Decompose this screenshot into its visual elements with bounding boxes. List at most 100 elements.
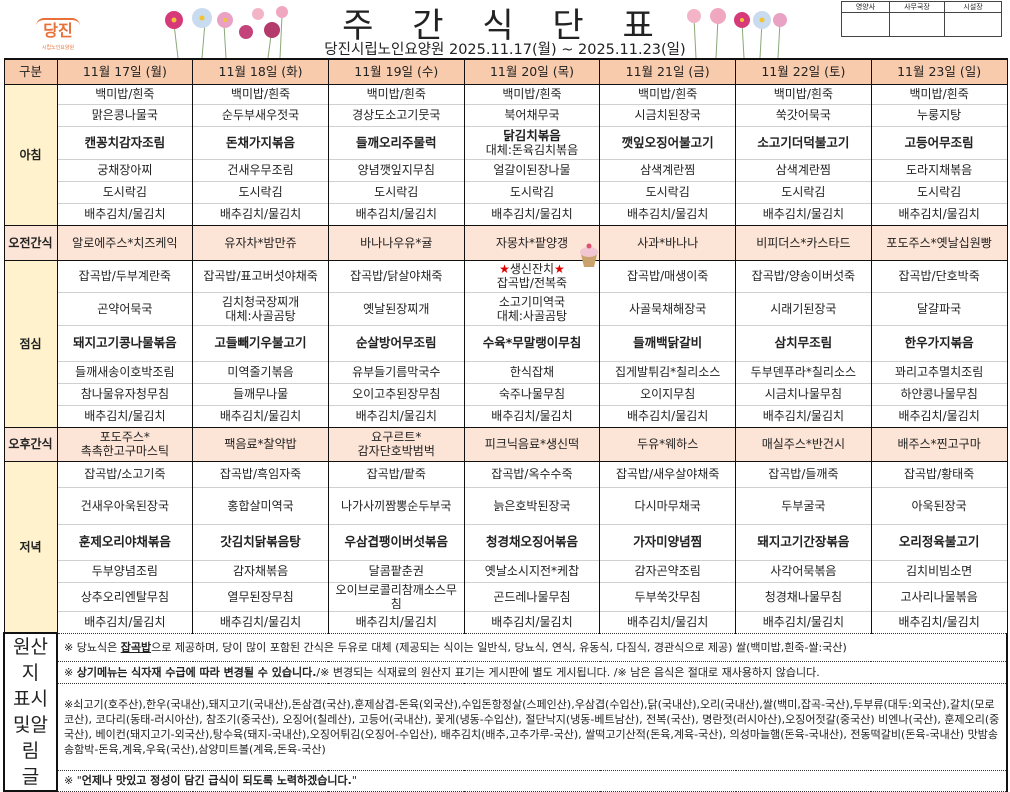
menu-row: 배추김치/물김치 배추김치/물김치 배추김치/물김치 배추김치/물김치 배추김치/물김치…: [4, 404, 1008, 427]
menu-cell: 돈채가지볶음: [192, 125, 329, 159]
menu-cell: 김치청국장찌개 대체:사골곰탕: [192, 291, 329, 325]
menu-cell: 잡곡밥/황태죽: [870, 460, 1008, 487]
menu-cell: 배추김치/물김치: [599, 404, 737, 427]
menu-item-line: 훈제오리야채볶음: [78, 534, 171, 549]
menu-cell: 배추김치/물김치: [463, 610, 601, 633]
menu-cell: 꽈리고추멸치조림: [870, 360, 1008, 383]
menu-item-line: 삼치무조림: [774, 335, 833, 350]
menu-item-line: 김치청국장찌개: [221, 294, 300, 309]
menu-item-line: 들깨백닭갈비: [633, 335, 703, 350]
menu-cell: 배추김치/물김치: [192, 404, 329, 427]
menu-row: 곤약어묵국 김치청국장찌개 대체:사골곰탕 옛날된장찌개 소고기미역국 대체:사골곰탕 사골…: [4, 291, 1008, 325]
menu-item-line: 들깨오리주물럭: [356, 134, 437, 150]
menu-cell: 숙주나물무침: [463, 382, 601, 405]
note-text: 으로 제공하며, 당이 많이 포함된 간식은 두유로 대체 (제공되는 식이는 …: [151, 640, 847, 654]
logo: 당진 시립노인요양원: [36, 10, 80, 52]
menu-item-line: 우삼겹팽이버섯볶음: [344, 534, 449, 549]
menu-item-line: 캔꽁치감자조림: [84, 134, 166, 150]
menu-cell: 아욱된장국: [870, 486, 1008, 524]
footer-note: ※쇠고기(호주산),한우(국내산),돼지고기(국내산),돈삼겹(국산),훈제삼겹…: [56, 682, 1008, 772]
day-header: 11월 22일 (토): [735, 58, 872, 85]
menu-cell: 배추김치/물김치: [192, 610, 329, 633]
menu-row: 참나물유자청무침 들깨무나물 오이고추된장무침 숙주나물무침 오이지무침 시금치나물무침 하…: [4, 382, 1008, 405]
menu-cell: 달콤팥춘권: [327, 559, 465, 582]
menu-item-line: 한우가지볶음: [904, 335, 974, 350]
menu-cell: 배추김치/물김치: [327, 404, 465, 427]
menu-cell: 고등어무조림: [870, 125, 1008, 159]
menu-cell: 삼색계란찜: [599, 158, 737, 181]
menu-cell: 가자미양념찜: [599, 523, 737, 560]
menu-item-line: 대체:사골곰탕: [225, 308, 296, 323]
weekly-menu-table: 구분 11월 17일 (월) 11월 18일 (화) 11월 19일 (수) 11월 2…: [3, 58, 1008, 792]
menu-cell: 잡곡밥/들깨죽: [735, 460, 872, 487]
menu-cell: 들깨백닭갈비: [599, 324, 737, 361]
menu-cell: 하얀콩나물무침: [870, 382, 1008, 405]
menu-row: 저녁 잡곡밥/소고기죽 잡곡밥/흑임자죽 잡곡밥/팥죽 잡곡밥/옥수수죽 잡곡밥/새우살야…: [3, 460, 1008, 634]
menu-cell: 곤약어묵국: [56, 291, 194, 325]
menu-cell: 백미밥/흰죽: [463, 83, 601, 104]
menu-row: 훈제오리야채볶음 갓김치닭볶음탕 우삼겹팽이버섯볶음 청경채오징어볶음 가자미양념찜 돼지…: [4, 523, 1008, 560]
menu-item-line: 소고기미역국: [498, 294, 566, 309]
menu-item-line: 소고기더덕불고기: [757, 134, 850, 150]
menu-cell: 시래기된장국: [735, 291, 872, 325]
menu-cell: 닭김치볶음 대체:돈육김치볶음: [463, 125, 601, 159]
menu-cell: 백미밥/흰죽: [599, 83, 737, 104]
menu-cell: 들깨새송이호박조림: [56, 360, 194, 383]
meal-label: 오전간식: [3, 224, 58, 261]
menu-cell: 깻잎오징어불고기: [599, 125, 737, 159]
menu-cell: 순살방어무조림: [327, 324, 465, 361]
menu-cell: 백미밥/흰죽: [735, 83, 872, 104]
footer-note: ※ 당뇨식은 잡곡밥으로 제공하며, 당이 많이 포함된 간식은 두유로 대체 …: [56, 632, 1008, 663]
menu-cell: 들깨오리주물럭: [327, 125, 465, 159]
menu-cell: 맑은콩나물국: [56, 103, 194, 126]
note-text: ※쇠고기(호주산),한우(국내산),돼지고기(국내산),돈삼겹(국산),훈제삼겹…: [64, 697, 1000, 756]
menu-cell: 백미밥/흰죽: [327, 83, 465, 104]
menu-item-line: 돼지고기콩나물볶음: [73, 335, 177, 350]
approval-sign-director[interactable]: [944, 12, 1002, 37]
meal-label: 점심: [3, 259, 58, 428]
menu-cell: 오리정육불고기: [870, 523, 1008, 560]
approval-sign-nutritionist[interactable]: [841, 12, 890, 37]
cosmos-flowers-left-icon: [165, 6, 288, 58]
menu-item-line: 고들빼기우불고기: [214, 335, 307, 350]
menu-cell: 청경채나물무침: [735, 581, 872, 611]
star-icon: ★: [554, 262, 565, 276]
day-header: 11월 23일 (일): [870, 58, 1008, 85]
menu-row: 캔꽁치감자조림 돈채가지볶음 들깨오리주물럭 닭김치볶음 대체:돈육김치볶음 깻잎오징어불…: [4, 125, 1008, 159]
menu-cell: 배추김치/물김치: [327, 610, 465, 633]
menu-cell: 시금치나물무침: [735, 382, 872, 405]
menu-cell: 건새우아욱된장국: [56, 486, 194, 524]
menu-cell: 배추김치/물김치: [870, 202, 1008, 225]
menu-item-line: 오리정육불고기: [898, 534, 980, 549]
menu-cell: 훈제오리야채볶음: [56, 523, 194, 560]
approval-sign-manager[interactable]: [889, 12, 945, 37]
footer-note-row: ※ "언제나 맛있고 정성이 담긴 급식이 되도록 노력하겠습니다.": [4, 770, 1008, 792]
menu-cell: 한우가지볶음: [870, 324, 1008, 361]
menu-row: 건새우아욱된장국 홍합살미역국 나가사끼짬뽕순두부국 늙은호박된장국 다시마무채국 두부굴…: [4, 486, 1008, 524]
menu-cell: 백미밥/흰죽: [870, 83, 1008, 104]
menu-cell: 배추김치/물김치: [870, 610, 1008, 633]
day-header: 11월 17일 (월): [56, 58, 194, 85]
menu-cell: 배추김치/물김치: [327, 202, 465, 225]
approval-label-nutritionist: 영양사: [841, 1, 890, 13]
menu-row: 도시락김 도시락김 도시락김 도시락김 도시락김 도시락김 도시락김: [4, 180, 1008, 203]
menu-cell: ★생신잔치★ 잡곡밥/전복죽: [463, 259, 601, 292]
note-text: /※ 변경되는 식재료의 원산지 표기는 게시판에 별도 게시됩니다. /※ 남…: [316, 665, 820, 679]
menu-cell: 유자차*밤만쥬: [192, 224, 329, 261]
footer-note: ※ 상기메뉴는 식자재 수급에 따라 변경될 수 있습니다./※ 변경되는 식재…: [56, 661, 1008, 684]
menu-cell: 경상도소고기뭇국: [327, 103, 465, 126]
meal-label: 저녁: [3, 460, 58, 634]
menu-row: 맑은콩나물국 순두부새우젓국 경상도소고기뭇국 북어채무국 시금치된장국 쑥갓어묵국 누룽지…: [4, 103, 1008, 126]
page-title: 주 간 식 단 표: [342, 6, 668, 46]
menu-cell: 고사리나물볶음: [870, 581, 1008, 611]
menu-cell: 건새우무조림: [192, 158, 329, 181]
menu-cell: 집게발튀김*칠리소스: [599, 360, 737, 383]
menu-cell: 도시락김: [735, 180, 872, 203]
menu-cell: 잡곡밥/팥죽: [327, 460, 465, 487]
menu-cell: 북어채무국: [463, 103, 601, 126]
menu-cell: 수육*무말랭이무침: [463, 324, 601, 361]
approval-box: 영양사 사무국장 시설장: [841, 1, 1002, 37]
menu-cell: 배추김치/물김치: [735, 202, 872, 225]
menu-item-line: 고등어무조림: [904, 134, 974, 150]
menu-cell: 홍합살미역국: [192, 486, 329, 524]
